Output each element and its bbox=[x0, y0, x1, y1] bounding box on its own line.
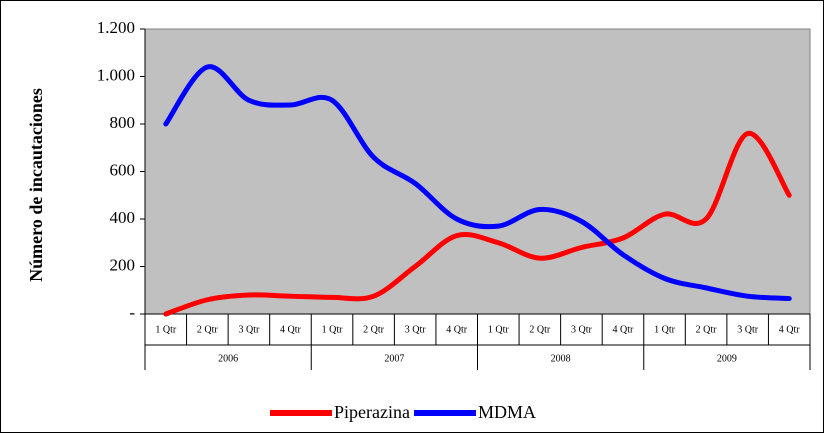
series-line bbox=[163, 131, 792, 317]
group-label: 2008 bbox=[551, 353, 571, 364]
y-tick-label: - bbox=[129, 303, 135, 322]
legend-label: Piperazina bbox=[334, 402, 410, 422]
x-tick-label: 3 Qtr bbox=[737, 324, 759, 335]
x-tick-label: 1 Qtr bbox=[322, 324, 344, 335]
x-tick-label: 4 Qtr bbox=[779, 324, 801, 335]
y-tick-label: 1.200 bbox=[97, 18, 135, 37]
group-label: 2006 bbox=[218, 353, 238, 364]
group-label: 2007 bbox=[384, 353, 404, 364]
x-tick-label: 3 Qtr bbox=[405, 324, 427, 335]
group-label: 2009 bbox=[717, 353, 737, 364]
legend-label: MDMA bbox=[478, 402, 536, 422]
y-tick-label: 1.000 bbox=[97, 65, 135, 84]
y-axis-label: Número de incautaciones bbox=[26, 88, 46, 282]
x-tick-label: 1 Qtr bbox=[654, 324, 676, 335]
x-tick-label: 2 Qtr bbox=[529, 324, 551, 335]
x-tick-label: 3 Qtr bbox=[571, 324, 593, 335]
x-tick-label: 4 Qtr bbox=[613, 324, 635, 335]
y-tick-label: 200 bbox=[110, 255, 136, 274]
x-tick-label: 2 Qtr bbox=[363, 324, 385, 335]
x-tick-label: 2 Qtr bbox=[197, 324, 219, 335]
x-tick-label: 4 Qtr bbox=[446, 324, 468, 335]
x-tick-label: 1 Qtr bbox=[488, 324, 510, 335]
y-tick-label: 600 bbox=[110, 160, 136, 179]
x-tick-label: 1 Qtr bbox=[155, 324, 177, 335]
x-tick-label: 3 Qtr bbox=[238, 324, 260, 335]
y-tick-label: 400 bbox=[110, 208, 136, 227]
plot-area bbox=[144, 28, 811, 315]
x-tick-label: 2 Qtr bbox=[696, 324, 718, 335]
series-line bbox=[163, 64, 792, 302]
y-tick-label: 800 bbox=[110, 113, 136, 132]
x-tick-label: 4 Qtr bbox=[280, 324, 302, 335]
